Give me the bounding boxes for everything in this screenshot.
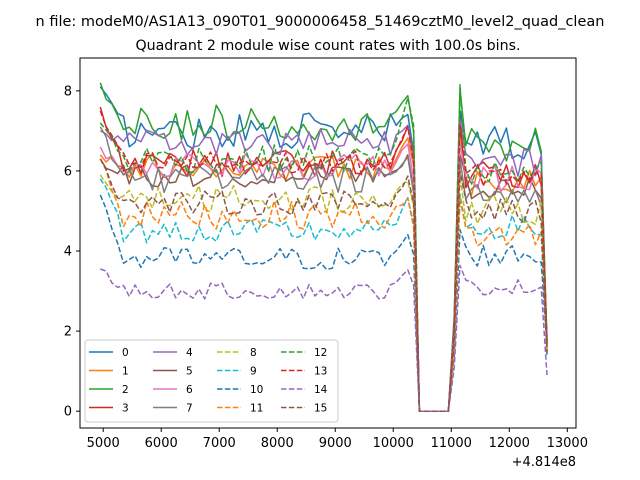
x-tick-label: 9000 <box>319 436 352 451</box>
x-tick-label: 11000 <box>431 436 472 451</box>
x-axis: 5000 6000 7000 8000 9000 10000 11000 12000 13000 <box>87 428 588 451</box>
series-line-11 <box>99 158 548 412</box>
series-line-12 <box>99 84 548 412</box>
x-tick-label: 7000 <box>203 436 236 451</box>
legend-label-4: 4 <box>186 347 193 359</box>
legend-label-7: 7 <box>186 403 193 415</box>
x-tick-label: 8000 <box>261 436 294 451</box>
y-tick-label: 0 <box>64 405 72 420</box>
axes-frame <box>79 57 577 429</box>
series-line-2 <box>99 82 548 412</box>
legend-label-13: 13 <box>314 366 327 378</box>
series-line-8 <box>99 174 548 412</box>
series-line-14 <box>100 264 548 412</box>
legend-label-6: 6 <box>186 384 193 396</box>
series-layer <box>99 82 548 412</box>
series-line-4 <box>99 118 548 412</box>
x-offset-label: +4.814e8 <box>512 455 576 470</box>
y-tick-label: 6 <box>64 164 72 179</box>
series-line-15 <box>99 158 548 412</box>
chart-title: Quadrant 2 module wise count rates with … <box>135 38 520 54</box>
legend-label-3: 3 <box>122 403 129 415</box>
legend-label-8: 8 <box>250 347 257 359</box>
series-line-0 <box>99 86 548 412</box>
y-tick-label: 4 <box>64 245 72 260</box>
series-line-1 <box>99 128 548 412</box>
y-tick-label: 8 <box>64 84 72 99</box>
x-tick-label: 6000 <box>145 436 178 451</box>
x-tick-label: 13000 <box>547 436 588 451</box>
series-line-9 <box>99 178 548 412</box>
series-line-10 <box>99 194 548 412</box>
series-line-5 <box>99 153 548 412</box>
legend-label-0: 0 <box>122 347 129 359</box>
y-tick-label: 2 <box>64 325 72 340</box>
figure-suptitle: n file: modeM0/AS1A13_090T01_9000006458_… <box>36 14 605 30</box>
legend-label-10: 10 <box>250 384 263 396</box>
series-line-13 <box>99 110 548 412</box>
legend-label-11: 11 <box>250 403 263 415</box>
legend-label-2: 2 <box>122 384 129 396</box>
x-tick-label: 5000 <box>87 436 120 451</box>
series-line-3 <box>99 106 548 412</box>
legend-label-9: 9 <box>250 366 257 378</box>
y-axis: 0 2 4 6 8 <box>64 84 80 420</box>
series-line-7 <box>99 126 548 412</box>
x-tick-label: 10000 <box>373 436 414 451</box>
legend-label-5: 5 <box>186 366 193 378</box>
legend-label-15: 15 <box>314 403 327 415</box>
legend-box <box>84 339 339 423</box>
legend-label-1: 1 <box>122 366 129 378</box>
x-tick-label: 12000 <box>489 436 530 451</box>
legend-label-12: 12 <box>314 347 327 359</box>
legend-label-14: 14 <box>314 384 328 396</box>
